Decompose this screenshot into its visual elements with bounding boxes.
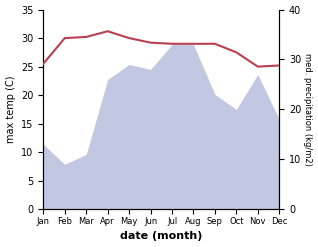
X-axis label: date (month): date (month) bbox=[120, 231, 203, 242]
Y-axis label: med. precipitation (kg/m2): med. precipitation (kg/m2) bbox=[303, 53, 313, 166]
Y-axis label: max temp (C): max temp (C) bbox=[5, 76, 16, 143]
